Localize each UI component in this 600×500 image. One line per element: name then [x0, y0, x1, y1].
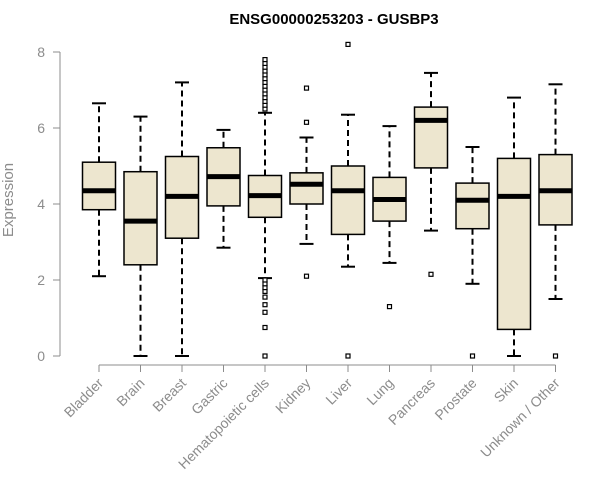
box-iqr — [81, 161, 117, 211]
y-tick-label: 4 — [37, 196, 45, 212]
outlier-point — [552, 353, 559, 359]
outlier-point — [262, 56, 268, 63]
box-iqr — [413, 106, 449, 169]
outlier-point — [303, 85, 310, 91]
outlier-point — [345, 353, 351, 359]
box-bladder — [81, 102, 117, 278]
outlier-point — [262, 309, 268, 315]
x-tick-label: Breast — [149, 375, 189, 415]
y-tick-label: 0 — [37, 348, 45, 364]
box-iqr — [123, 170, 158, 266]
box-skin — [496, 96, 532, 357]
box-unknown-other — [538, 83, 573, 359]
x-tick-label: Lung — [363, 375, 396, 408]
outlier-point — [386, 304, 393, 310]
outlier-point — [262, 353, 268, 359]
y-axis: 0 2 4 6 8 — [37, 44, 61, 364]
outlier-point — [262, 294, 268, 300]
box-iqr — [496, 157, 532, 331]
x-tick-label: Kidney — [272, 375, 314, 417]
outlier-point — [345, 41, 351, 48]
boxes-group — [81, 41, 573, 359]
x-tick-label: Liver — [322, 375, 355, 408]
y-tick-label: 8 — [37, 44, 45, 60]
chart-title: ENSG00000253203 - GUSBP3 — [229, 11, 438, 28]
outlier-point — [428, 271, 434, 277]
x-tick-label: Unknown / Other — [477, 375, 563, 461]
outlier-point — [262, 277, 268, 283]
box-liver — [330, 41, 366, 359]
box-iqr — [455, 182, 490, 230]
y-axis-label: Expression — [0, 163, 17, 237]
box-hematopoietic-cells — [247, 56, 283, 359]
x-tick-label: Brain — [113, 375, 147, 409]
outlier-point — [262, 324, 268, 331]
box-gastric — [206, 128, 241, 249]
box-lung — [372, 125, 407, 310]
x-tick-label: Prostate — [431, 375, 479, 423]
box-breast — [164, 81, 200, 357]
box-iqr — [330, 165, 366, 236]
x-tick-label: Skin — [491, 375, 522, 406]
box-kidney — [289, 85, 324, 279]
outlier-point — [303, 273, 310, 279]
outlier-point — [262, 302, 268, 308]
x-tick-label: Bladder — [61, 375, 107, 421]
y-tick-label: 2 — [37, 272, 45, 288]
box-brain — [123, 115, 158, 357]
box-prostate — [455, 146, 490, 359]
box-pancreas — [413, 71, 449, 277]
outlier-point — [303, 119, 310, 125]
y-tick-label: 6 — [37, 120, 45, 136]
outlier-point — [469, 353, 476, 359]
box-iqr — [289, 172, 324, 205]
